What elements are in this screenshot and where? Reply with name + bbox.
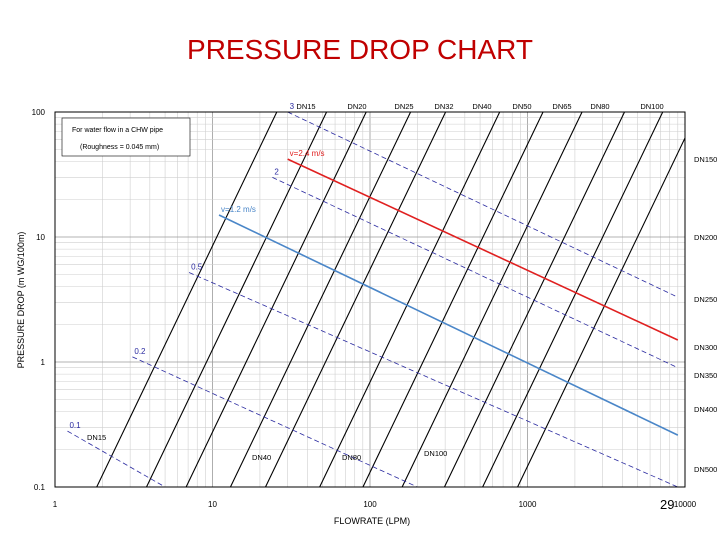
bottom-dn-label: DN40 (252, 453, 271, 462)
slide-title: PRESSURE DROP CHART (187, 34, 533, 65)
top-dn-label: DN25 (394, 102, 413, 111)
x-tick-label: 10000 (674, 500, 697, 509)
right-dn-label: DN200 (694, 233, 717, 242)
right-dn-label: DN400 (694, 405, 717, 414)
top-dn-label: DN20 (347, 102, 366, 111)
y-axis-title: PRESSURE DROP (m WG/100m) (16, 232, 26, 369)
velocity-line-1 (287, 158, 679, 341)
right-dn-label: DN500 (694, 465, 717, 474)
top-dn-label: DN50 (512, 102, 531, 111)
axes (54, 111, 686, 488)
top-dn-label: DN80 (590, 102, 609, 111)
x-axis-title: FLOWRATE (LPM) (334, 516, 410, 526)
plot-lines (67, 112, 685, 487)
velocity-line-4 (188, 272, 678, 487)
velocity-label: 0.2 (134, 347, 146, 356)
pipe-line-dn40 (264, 112, 447, 487)
plot-frame (54, 111, 686, 488)
pipe-line-dn125 (482, 112, 664, 487)
note-line-1: For water flow in a CHW pipe (72, 127, 163, 134)
y-tick-label: 10 (36, 233, 45, 242)
note-box: For water flow in a CHW pipe (Roughness … (61, 117, 191, 157)
x-tick-label: 10 (208, 500, 217, 509)
pipe-line-dn65 (362, 112, 544, 487)
velocity-line-3 (218, 214, 679, 436)
x-tick-label: 100 (363, 500, 377, 509)
y-tick-label: 100 (32, 108, 46, 117)
x-tick-label: 1000 (519, 500, 537, 509)
top-dn-label: DN40 (472, 102, 491, 111)
pipe-line-dn32 (229, 112, 412, 487)
top-dn-label: DN65 (552, 102, 571, 111)
note-line-2: (Roughness = 0.045 mm) (80, 144, 159, 151)
velocity-line-6 (67, 430, 166, 487)
bottom-dn-label: DN80 (342, 453, 361, 462)
bottom-dn-label: DN15 (87, 433, 106, 442)
right-dn-label: DN350 (694, 371, 717, 380)
y-tick-label: 0.1 (34, 483, 46, 492)
pipe-line-dn50 (319, 112, 501, 487)
bottom-dn-label: DN100 (424, 449, 447, 458)
top-dn-label: DN32 (434, 102, 453, 111)
right-dn-label: DN250 (694, 295, 717, 304)
velocity-label: 3 (290, 102, 295, 111)
pipe-line-dn25 (185, 112, 367, 487)
pipe-line-dn15 (96, 112, 278, 487)
velocity-label: v=1.2 m/s (221, 205, 256, 214)
labels: For water flow in a CHW pipe (Roughness … (16, 102, 717, 526)
page-number: 29 (660, 497, 675, 512)
velocity-line-2 (272, 176, 678, 369)
top-dn-label: DN15 (296, 102, 315, 111)
top-dn-label: DN100 (640, 102, 663, 111)
note-box-frame (61, 117, 191, 157)
velocity-label: v=2.4 m/s (290, 149, 325, 158)
pipe-line-dn150 (517, 136, 685, 487)
velocity-label: 2 (274, 167, 279, 176)
y-tick-label: 1 (41, 358, 46, 367)
x-tick-label: 1 (53, 500, 58, 509)
velocity-line-5 (132, 356, 418, 487)
velocity-label: 0.1 (69, 421, 81, 430)
velocity-label: 0.5 (191, 262, 203, 271)
pipe-line-dn20 (145, 112, 328, 487)
pipe-line-dn100 (443, 112, 626, 487)
right-dn-label: DN150 (694, 155, 717, 164)
right-dn-label: DN300 (694, 343, 717, 352)
pipe-line-dn80 (401, 112, 583, 487)
